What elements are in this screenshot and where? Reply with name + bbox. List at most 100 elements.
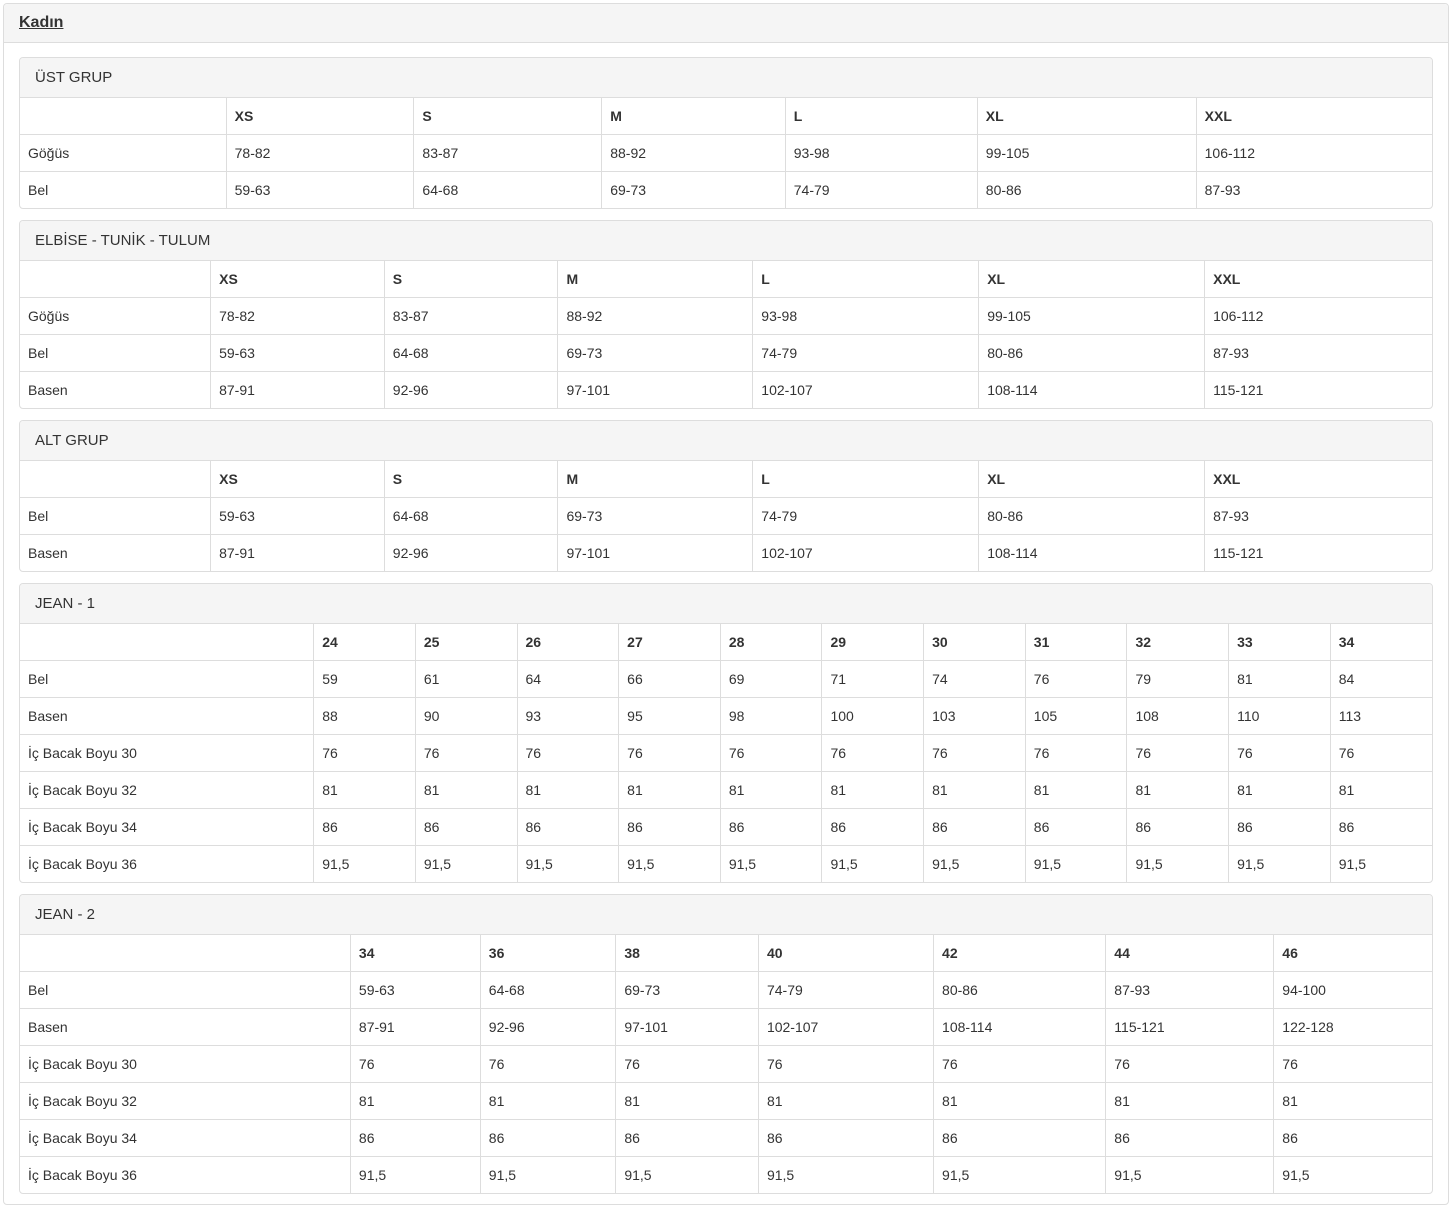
size-value-cell: 86 bbox=[1228, 808, 1331, 846]
table-row: Bel 59-63 64-68 69-73 74-79 80-86 87-93 94-100 bbox=[20, 971, 1432, 1009]
size-chart-panel: Kadın ÜST GRUP XS S M L XL XXL Göğüs 78-82 83-87 8… bbox=[3, 3, 1449, 1205]
size-value-cell: 80-86 bbox=[933, 971, 1107, 1009]
size-column-header: 33 bbox=[1228, 624, 1331, 661]
size-value-cell: 76 bbox=[757, 1045, 935, 1083]
table-row: İç Bacak Boyu 34 86 86 86 86 86 86 86 bbox=[20, 1119, 1432, 1157]
size-value-cell: 115-121 bbox=[1204, 534, 1432, 571]
size-value-cell: 81 bbox=[1273, 1082, 1432, 1120]
size-value-cell: 115-121 bbox=[1204, 371, 1432, 408]
size-value-cell: 91,5 bbox=[618, 845, 721, 882]
size-value-cell: 87-93 bbox=[1204, 334, 1432, 372]
size-value-cell: 76 bbox=[1273, 1045, 1432, 1083]
size-value-cell: 69-73 bbox=[615, 971, 759, 1009]
size-value-cell: 122-128 bbox=[1273, 1008, 1432, 1046]
size-column-header: 36 bbox=[479, 935, 617, 972]
section-heading: JEAN - 1 bbox=[20, 584, 1432, 624]
size-value-cell: 86 bbox=[414, 808, 518, 846]
size-value-cell: 86 bbox=[719, 808, 823, 846]
size-column-header: M bbox=[557, 461, 754, 498]
size-value-cell: 59 bbox=[313, 660, 416, 698]
size-value-cell: 91,5 bbox=[1329, 845, 1432, 882]
size-value-cell: 115-121 bbox=[1105, 1008, 1275, 1046]
size-column-header: 46 bbox=[1273, 935, 1432, 972]
measurement-row-label: Bel bbox=[20, 334, 212, 372]
size-value-cell: 59-63 bbox=[349, 971, 481, 1009]
size-chart-body: ÜST GRUP XS S M L XL XXL Göğüs 78-82 83-87 88-92 93… bbox=[4, 43, 1448, 1204]
measurement-row-label: İç Bacak Boyu 30 bbox=[20, 1045, 351, 1083]
size-value-cell: 86 bbox=[349, 1119, 481, 1157]
measurement-row-label: İç Bacak Boyu 34 bbox=[20, 808, 315, 846]
size-value-cell: 86 bbox=[615, 1119, 759, 1157]
size-value-cell: 99-105 bbox=[978, 297, 1206, 335]
size-value-cell: 91,5 bbox=[479, 1156, 617, 1193]
table-row: Bel 59 61 64 66 69 71 74 76 79 81 84 bbox=[20, 660, 1432, 698]
size-value-cell: 76 bbox=[1105, 1045, 1275, 1083]
size-value-cell: 90 bbox=[414, 697, 518, 735]
size-table-ust-grup: XS S M L XL XXL Göğüs 78-82 83-87 88-92 93-98 99-10… bbox=[20, 98, 1432, 208]
size-value-cell: 76 bbox=[1024, 660, 1128, 698]
size-value-cell: 69 bbox=[719, 660, 823, 698]
size-value-cell: 80-86 bbox=[976, 171, 1197, 208]
page-title[interactable]: Kadın bbox=[19, 14, 64, 31]
size-value-cell: 91,5 bbox=[923, 845, 1026, 882]
size-value-cell: 74 bbox=[923, 660, 1026, 698]
size-value-cell: 81 bbox=[1329, 771, 1432, 809]
size-value-cell: 95 bbox=[618, 697, 721, 735]
section-alt-grup: ALT GRUP XS S M L XL XXL Bel 59-63 64-68 69-73 74-7… bbox=[19, 420, 1433, 572]
measurement-row-label: Bel bbox=[20, 971, 351, 1009]
table-row: İç Bacak Boyu 36 91,5 91,5 91,5 91,5 91,5 91,5… bbox=[20, 845, 1432, 882]
size-value-cell: 76 bbox=[719, 734, 823, 772]
size-column-header: XS bbox=[210, 461, 385, 498]
table-row: İç Bacak Boyu 34 86 86 86 86 86 86 86 86 86 86 86 bbox=[20, 808, 1432, 846]
measurement-row-label: Bel bbox=[20, 497, 212, 535]
size-value-cell: 94-100 bbox=[1273, 971, 1432, 1009]
size-column-header: XS bbox=[210, 261, 385, 298]
size-value-cell: 91,5 bbox=[313, 845, 416, 882]
size-value-cell: 105 bbox=[1024, 697, 1128, 735]
size-column-header: 34 bbox=[1329, 624, 1432, 661]
size-column-header: 24 bbox=[313, 624, 416, 661]
measurement-row-label: İç Bacak Boyu 30 bbox=[20, 734, 315, 772]
size-value-cell: 76 bbox=[821, 734, 925, 772]
size-value-cell: 59-63 bbox=[210, 334, 385, 372]
size-value-cell: 84 bbox=[1329, 660, 1432, 698]
size-value-cell: 106-112 bbox=[1204, 297, 1432, 335]
corner-cell bbox=[20, 935, 351, 972]
size-value-cell: 86 bbox=[1329, 808, 1432, 846]
table-row: Göğüs 78-82 83-87 88-92 93-98 99-105 106-112 bbox=[20, 297, 1432, 335]
corner-cell bbox=[20, 261, 212, 298]
size-value-cell: 76 bbox=[1228, 734, 1331, 772]
table-row: Basen 87-91 92-96 97-101 102-107 108-114 115-1… bbox=[20, 371, 1432, 408]
size-value-cell: 81 bbox=[757, 1082, 935, 1120]
corner-cell bbox=[20, 98, 227, 135]
table-row: İç Bacak Boyu 30 76 76 76 76 76 76 76 bbox=[20, 1045, 1432, 1083]
size-value-cell: 91,5 bbox=[821, 845, 925, 882]
size-value-cell: 87-93 bbox=[1195, 171, 1432, 208]
size-value-cell: 108-114 bbox=[978, 534, 1206, 571]
size-column-header: 26 bbox=[516, 624, 620, 661]
size-value-cell: 76 bbox=[615, 1045, 759, 1083]
size-value-cell: 83-87 bbox=[413, 134, 603, 172]
size-value-cell: 74-79 bbox=[757, 971, 935, 1009]
size-value-cell: 76 bbox=[516, 734, 620, 772]
size-value-cell: 86 bbox=[1105, 1119, 1275, 1157]
size-value-cell: 81 bbox=[933, 1082, 1107, 1120]
size-value-cell: 80-86 bbox=[978, 334, 1206, 372]
size-column-header: L bbox=[752, 461, 980, 498]
size-column-header: 30 bbox=[923, 624, 1026, 661]
table-row: Bel 59-63 64-68 69-73 74-79 80-86 87-93 bbox=[20, 497, 1432, 535]
size-column-header: XXL bbox=[1195, 98, 1432, 135]
size-value-cell: 97-101 bbox=[557, 371, 754, 408]
measurement-row-label: Göğüs bbox=[20, 297, 212, 335]
section-ust-grup: ÜST GRUP XS S M L XL XXL Göğüs 78-82 83-87 88-92 93… bbox=[19, 57, 1433, 209]
section-heading: ALT GRUP bbox=[20, 421, 1432, 461]
size-column-header: 29 bbox=[821, 624, 925, 661]
size-value-cell: 92-96 bbox=[383, 371, 559, 408]
size-value-cell: 87-91 bbox=[349, 1008, 481, 1046]
size-column-header: 32 bbox=[1126, 624, 1230, 661]
size-value-cell: 61 bbox=[414, 660, 518, 698]
table-row: Bel 59-63 64-68 69-73 74-79 80-86 87-93 bbox=[20, 171, 1432, 208]
size-value-cell: 64-68 bbox=[413, 171, 603, 208]
size-column-header: 27 bbox=[618, 624, 721, 661]
size-value-cell: 91,5 bbox=[933, 1156, 1107, 1193]
